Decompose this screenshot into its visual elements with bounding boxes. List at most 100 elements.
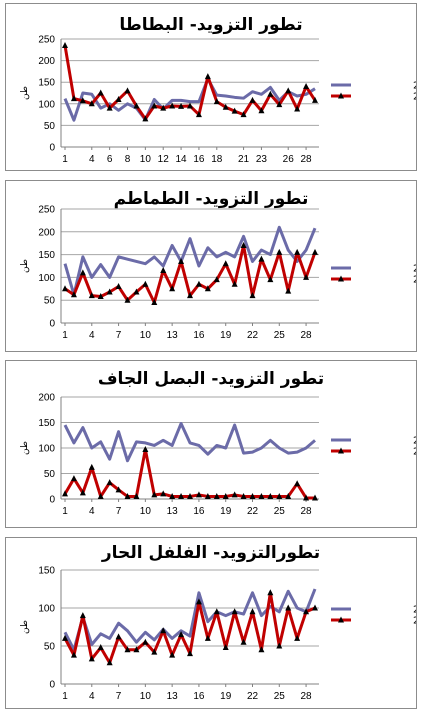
data-point-marker bbox=[187, 292, 193, 299]
y-tick-label: 150 bbox=[38, 78, 55, 89]
x-tick-label: 1 bbox=[62, 691, 68, 702]
data-point-marker bbox=[204, 492, 211, 499]
data-point-marker bbox=[195, 280, 202, 287]
y-tick-label: 0 bbox=[49, 495, 55, 506]
data-point-marker bbox=[142, 638, 149, 645]
x-tick-label: 21 bbox=[238, 154, 250, 165]
data-point-marker bbox=[70, 291, 77, 298]
data-point-marker bbox=[160, 104, 167, 111]
x-tick-label: 22 bbox=[247, 506, 259, 517]
data-point-marker bbox=[312, 494, 318, 501]
y-tick-label: 0 bbox=[49, 680, 55, 691]
data-point-marker bbox=[178, 492, 185, 499]
data-point-marker bbox=[195, 598, 202, 605]
chart-tomato: تطور التزويد- الطماطم 0 50 100 150 200 250 طن 1 4… bbox=[20, 189, 416, 341]
data-point-marker bbox=[178, 257, 185, 264]
x-tick-label: 10 bbox=[140, 330, 152, 341]
data-point-marker bbox=[160, 490, 167, 497]
chart-title: تطورالتزويد- الفلفل الحار bbox=[101, 543, 320, 563]
data-point-marker bbox=[213, 608, 220, 615]
data-point-marker bbox=[303, 494, 310, 501]
data-point-marker bbox=[249, 292, 256, 299]
x-tick-label: 7 bbox=[116, 691, 122, 702]
data-point-marker bbox=[231, 608, 238, 615]
y-tick-label: 50 bbox=[44, 296, 56, 307]
data-point-marker bbox=[222, 103, 229, 110]
data-point-marker bbox=[187, 492, 193, 499]
data-point-marker bbox=[312, 604, 318, 611]
data-point-marker bbox=[151, 298, 158, 305]
y-tick-label: 250 bbox=[38, 205, 55, 216]
data-point-marker bbox=[178, 631, 185, 638]
data-point-marker bbox=[88, 100, 95, 107]
data-point-marker bbox=[258, 107, 265, 114]
data-point-marker bbox=[312, 248, 318, 255]
data-point-marker bbox=[79, 269, 86, 276]
y-tick-label: 100 bbox=[38, 444, 55, 455]
data-point-marker bbox=[312, 96, 318, 103]
legend-marker bbox=[338, 616, 344, 623]
chart-hot-pepper: تطورالتزويد- الفلفل الحار 0 50 100 150 طن 1 4 7 1… bbox=[20, 543, 416, 702]
data-point-marker bbox=[115, 283, 122, 290]
x-tick-label: 13 bbox=[167, 330, 179, 341]
data-point-marker bbox=[249, 492, 256, 499]
y-tick-label: 50 bbox=[44, 642, 56, 653]
data-point-marker bbox=[142, 446, 149, 453]
data-point-marker bbox=[142, 115, 149, 122]
x-tick-label: 10 bbox=[140, 691, 152, 702]
data-point-marker bbox=[204, 285, 211, 292]
x-tick-label: 10 bbox=[140, 506, 152, 517]
legend-label-1: الكمية 2016 bbox=[413, 81, 416, 92]
x-tick-label: 25 bbox=[274, 506, 286, 517]
y-axis-label: طن bbox=[20, 620, 30, 634]
data-point-marker bbox=[79, 97, 86, 104]
y-tick-label: 100 bbox=[38, 99, 55, 110]
data-point-marker bbox=[303, 608, 310, 615]
data-point-marker bbox=[151, 648, 158, 655]
x-tick-label: 14 bbox=[176, 154, 188, 165]
data-point-marker bbox=[106, 659, 113, 666]
data-point-marker bbox=[303, 273, 310, 280]
y-tick-label: 150 bbox=[38, 566, 55, 577]
data-point-marker bbox=[258, 492, 265, 499]
data-point-marker bbox=[276, 642, 283, 649]
y-tick-label: 200 bbox=[38, 227, 55, 238]
chart-title: تطور التزويد- الطماطم bbox=[114, 189, 309, 209]
x-tick-label: 16 bbox=[193, 506, 205, 517]
x-tick-label: 16 bbox=[193, 691, 205, 702]
data-point-marker bbox=[88, 463, 95, 470]
data-point-marker bbox=[178, 102, 185, 109]
x-tick-label: 4 bbox=[89, 506, 95, 517]
data-point-marker bbox=[106, 104, 113, 111]
x-tick-label: 25 bbox=[274, 330, 286, 341]
data-point-marker bbox=[231, 280, 238, 287]
x-tick-label: 25 bbox=[274, 691, 286, 702]
data-point-marker bbox=[195, 491, 202, 498]
data-point-marker bbox=[222, 260, 229, 267]
data-point-marker bbox=[79, 612, 86, 619]
x-tick-label: 28 bbox=[301, 154, 313, 165]
x-tick-label: 23 bbox=[256, 154, 268, 165]
legend-label-2: الكمية 2017 bbox=[413, 616, 416, 627]
data-point-marker bbox=[294, 248, 301, 255]
y-axis-label: طن bbox=[20, 259, 30, 273]
data-point-marker bbox=[213, 492, 220, 499]
data-point-marker bbox=[133, 646, 140, 653]
data-point-marker bbox=[231, 107, 238, 114]
data-point-marker bbox=[249, 96, 256, 103]
data-point-marker bbox=[160, 267, 167, 274]
data-point-marker bbox=[204, 73, 211, 80]
data-point-marker bbox=[267, 276, 274, 283]
data-point-marker bbox=[294, 105, 301, 112]
data-point-marker bbox=[62, 634, 68, 641]
data-point-marker bbox=[195, 111, 202, 118]
data-point-marker bbox=[169, 102, 176, 109]
data-point-marker bbox=[133, 492, 140, 499]
data-point-marker bbox=[97, 293, 104, 300]
data-point-marker bbox=[115, 633, 122, 640]
data-point-marker bbox=[62, 41, 68, 48]
data-point-marker bbox=[160, 627, 167, 634]
data-point-marker bbox=[267, 589, 274, 596]
data-point-marker bbox=[285, 604, 292, 611]
x-tick-label: 22 bbox=[247, 330, 259, 341]
